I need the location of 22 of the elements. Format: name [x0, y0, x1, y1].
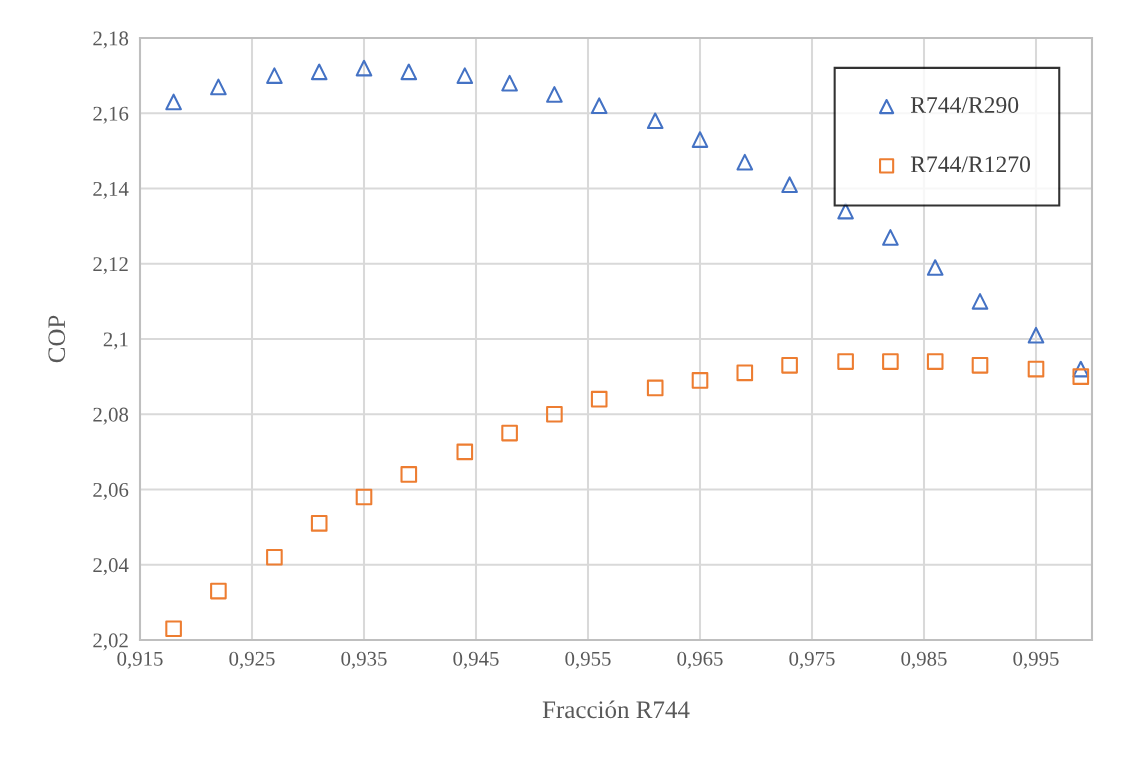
y-tick-label: 2,04 — [93, 558, 129, 576]
x-tick-label: 0,935 — [341, 651, 387, 669]
x-axis-title: Fracción R744 — [542, 700, 690, 719]
legend-label: R744/R290 — [910, 97, 1019, 113]
x-tick-label: 0,945 — [453, 651, 499, 669]
x-tick-label: 0,965 — [677, 651, 723, 669]
y-tick-label: 2,14 — [93, 181, 129, 199]
y-tick-label: 2,18 — [93, 31, 129, 49]
x-tick-label: 0,915 — [117, 651, 163, 669]
x-tick-label: 0,985 — [901, 651, 947, 669]
y-tick-label: 2,08 — [93, 407, 129, 425]
x-tick-label: 0,955 — [565, 651, 611, 669]
x-tick-label: 0,925 — [229, 651, 275, 669]
y-tick-label: 2,02 — [93, 633, 128, 651]
y-tick-label: 2,16 — [93, 106, 129, 124]
y-tick-label: 2,1 — [103, 332, 128, 350]
x-tick-label: 0,995 — [1013, 651, 1059, 669]
y-tick-label: 2,12 — [93, 257, 128, 275]
x-tick-label: 0,975 — [789, 651, 835, 669]
y-tick-label: 2,06 — [93, 482, 129, 500]
y-axis-title: COP — [48, 315, 66, 363]
legend-label: R744/R1270 — [910, 156, 1031, 173]
